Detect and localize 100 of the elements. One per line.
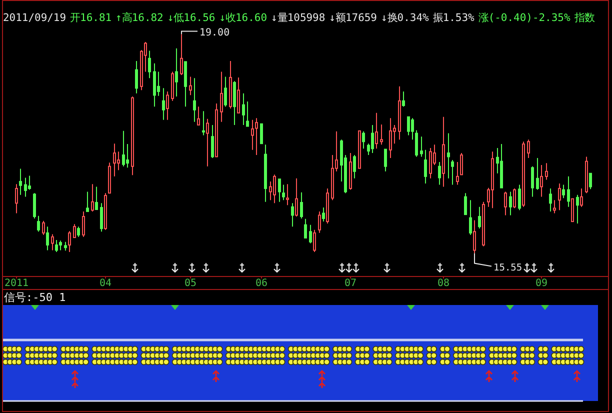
candlestick — [108, 162, 111, 194]
candlestick — [349, 152, 352, 190]
candlestick — [166, 90, 169, 120]
candlestick — [273, 174, 276, 204]
candlestick — [153, 62, 156, 108]
candlestick — [304, 218, 307, 238]
candlestick — [95, 186, 98, 210]
candlestick — [91, 184, 94, 212]
x-tick-label: 07 — [344, 278, 357, 289]
candlestick — [180, 34, 183, 76]
candlestick — [211, 124, 214, 159]
candlestick — [536, 158, 539, 190]
x-tick-label: 05 — [184, 278, 197, 289]
candlestick — [68, 230, 71, 252]
candlestick — [282, 184, 285, 201]
candlestick — [184, 61, 187, 108]
candlestick — [206, 118, 209, 167]
candlestick — [202, 110, 205, 136]
candlestick — [571, 198, 574, 222]
candlestick — [162, 88, 165, 120]
x-tick-label: 04 — [99, 278, 112, 289]
candlestick — [451, 160, 454, 186]
candlestick — [229, 60, 232, 110]
candlestick — [237, 76, 240, 114]
candlestick — [420, 136, 423, 158]
candlestick — [197, 106, 200, 126]
candlestick — [567, 176, 570, 208]
candlestick — [24, 177, 27, 198]
annotation: 19.00 — [200, 27, 230, 38]
candlestick — [509, 191, 512, 216]
candlestick — [384, 148, 387, 172]
candlestick — [331, 154, 334, 201]
candlestick — [122, 130, 125, 167]
candlestick — [233, 80, 236, 126]
x-tick-label: 09 — [535, 278, 548, 289]
candlestick — [15, 184, 18, 214]
candlestick — [402, 90, 405, 108]
candlestick — [175, 48, 178, 97]
candlestick — [86, 191, 89, 212]
candlestick — [398, 86, 401, 140]
candlestick — [193, 78, 196, 122]
candlestick — [19, 168, 22, 196]
candlestick — [215, 103, 218, 158]
candlestick — [246, 101, 249, 127]
candlestick — [375, 112, 378, 150]
candlestick — [251, 119, 254, 150]
candlestick — [51, 234, 54, 251]
candlestick — [131, 96, 134, 176]
candlestick — [531, 166, 534, 198]
candlestick — [478, 206, 481, 230]
candlestick — [148, 50, 151, 79]
candlestick — [491, 151, 494, 209]
candlestick — [126, 144, 129, 168]
candlestick — [447, 132, 450, 179]
candlestick — [424, 149, 427, 184]
candlestick — [549, 188, 552, 212]
candlestick — [576, 194, 579, 224]
candlestick — [545, 162, 548, 180]
candlestick — [473, 220, 476, 254]
candlestick — [220, 71, 223, 122]
candlestick — [264, 144, 267, 202]
candlestick — [558, 182, 561, 211]
candlestick — [224, 76, 227, 108]
x-tick-label: 08 — [437, 278, 450, 289]
candlestick — [540, 164, 543, 198]
candlestick — [438, 161, 441, 186]
candlestick — [242, 92, 245, 126]
annotation: 15.55 — [474, 252, 522, 274]
annotation: 19.00 — [181, 27, 230, 38]
candlestick — [456, 161, 459, 186]
candlestick — [411, 118, 414, 140]
candlestick — [113, 143, 116, 177]
x-tick-label: 06 — [255, 278, 268, 289]
candlestick — [442, 116, 445, 188]
candlestick — [189, 76, 192, 96]
candlestick — [380, 124, 383, 146]
candlestick — [260, 123, 263, 144]
text: 信号:-50 1 — [4, 291, 66, 304]
x-tick-label: 2011 — [4, 278, 29, 289]
candlestick — [469, 200, 472, 236]
candlestick — [300, 192, 303, 219]
candlestick — [46, 226, 49, 251]
candlestick — [580, 188, 583, 208]
candlestick — [295, 178, 298, 218]
candlestick — [278, 178, 281, 202]
candlestick — [358, 130, 361, 169]
candlestick — [500, 144, 503, 188]
candlestick — [157, 71, 160, 96]
candlestick — [553, 200, 556, 214]
candlestick — [135, 60, 138, 94]
candlestick — [117, 151, 120, 171]
candlestick — [286, 184, 289, 206]
candlestick — [504, 191, 507, 216]
candlestick — [255, 118, 258, 156]
candlestick — [371, 124, 374, 154]
candlestick — [389, 118, 392, 159]
candlestick — [28, 175, 31, 190]
candlestick — [464, 192, 467, 216]
candlestick — [291, 202, 294, 228]
header: 2011/09/19 开16.81 ↑高16.82 ↓低16.56 ↓收16.60 ↓量105998 ↓额17659 ↓换0.34% 振1.53% 涨(-0.40)-2.35% 指数 — [3, 12, 594, 24]
